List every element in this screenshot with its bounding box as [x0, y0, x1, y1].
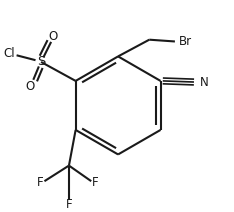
Text: Cl: Cl: [3, 47, 15, 60]
Text: F: F: [66, 198, 72, 211]
Text: N: N: [200, 75, 209, 89]
Text: F: F: [37, 176, 44, 189]
Text: F: F: [92, 176, 99, 189]
Text: O: O: [25, 80, 35, 93]
Text: S: S: [37, 56, 45, 68]
Text: Br: Br: [179, 35, 192, 48]
Text: O: O: [49, 30, 58, 43]
